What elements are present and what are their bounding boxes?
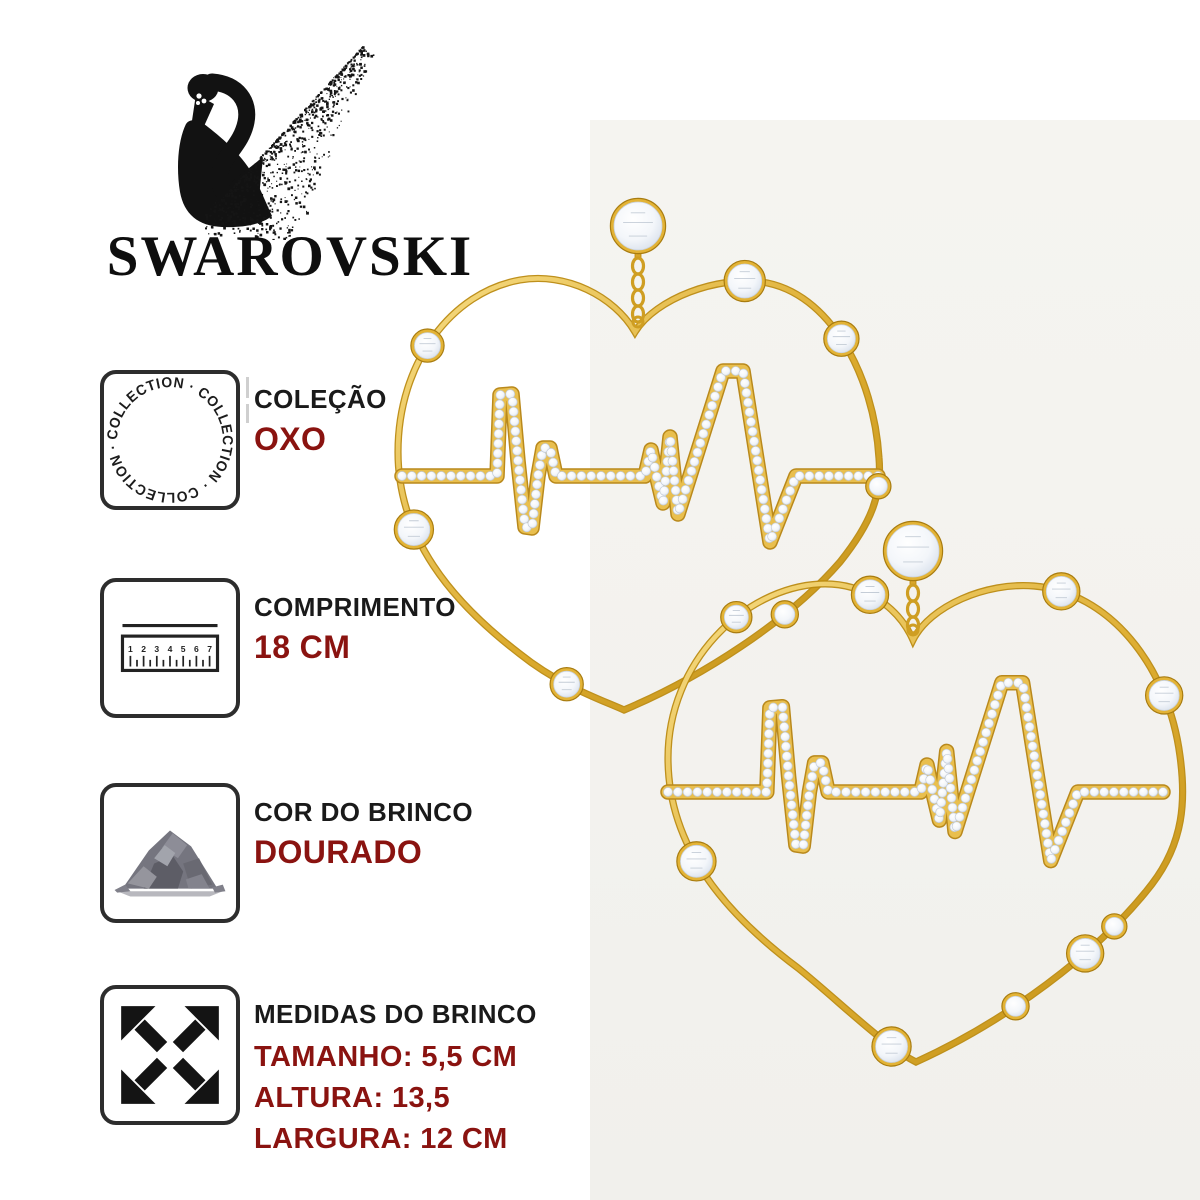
earring-left <box>393 197 892 714</box>
spec-color: COR DO BRINCO DOURADO <box>100 783 473 923</box>
spec-measures: MEDIDAS DO BRINCO TAMANHO: 5,5 CM ALTURA… <box>100 985 537 1154</box>
brand-wordmark: SWAROVSKI <box>106 225 474 288</box>
spec-collection: COLLECTION · COLLECTION · COLLECTION · C… <box>100 370 387 510</box>
expand-arrows-icon <box>100 985 240 1125</box>
svg-text:6: 6 <box>194 644 199 654</box>
divider-artifact <box>246 404 249 423</box>
spec-value: OXO <box>254 421 327 457</box>
svg-text:COLLECTION · COLLECTION · COLL: COLLECTION · COLLECTION · COLLECTION · <box>105 375 235 505</box>
svg-text:3: 3 <box>154 644 159 654</box>
spec-label: COMPRIMENTO <box>254 592 456 622</box>
divider-artifact <box>246 377 249 398</box>
spec-label: COLEÇÃO <box>254 384 387 414</box>
spec-value: ALTURA: 13,5 <box>254 1082 451 1114</box>
stone-pile-icon <box>100 783 240 923</box>
collection-circular-text-icon: COLLECTION · COLLECTION · COLLECTION · <box>100 370 240 510</box>
spec-label: COR DO BRINCO <box>254 797 473 827</box>
spec-value: 18 CM <box>254 629 351 665</box>
spec-length: 1 2 3 4 5 6 7 COMPRIMENTO 18 CM <box>100 578 456 718</box>
spec-value: DOURADO <box>254 834 423 870</box>
spec-label: MEDIDAS DO BRINCO <box>254 999 537 1029</box>
swan-icon <box>178 46 375 240</box>
svg-text:1: 1 <box>128 644 133 654</box>
svg-text:7: 7 <box>207 644 212 654</box>
earring-right <box>660 520 1187 1067</box>
svg-text:4: 4 <box>168 644 173 654</box>
product-photo-background <box>590 120 1200 1200</box>
heart-earrings-photo <box>393 197 1187 1067</box>
spec-value: TAMANHO: 5,5 CM <box>254 1041 518 1073</box>
svg-text:2: 2 <box>141 644 146 654</box>
spec-value: LARGURA: 12 CM <box>254 1123 508 1155</box>
svg-text:5: 5 <box>181 644 186 654</box>
ruler-icon: 1 2 3 4 5 6 7 <box>100 578 240 718</box>
